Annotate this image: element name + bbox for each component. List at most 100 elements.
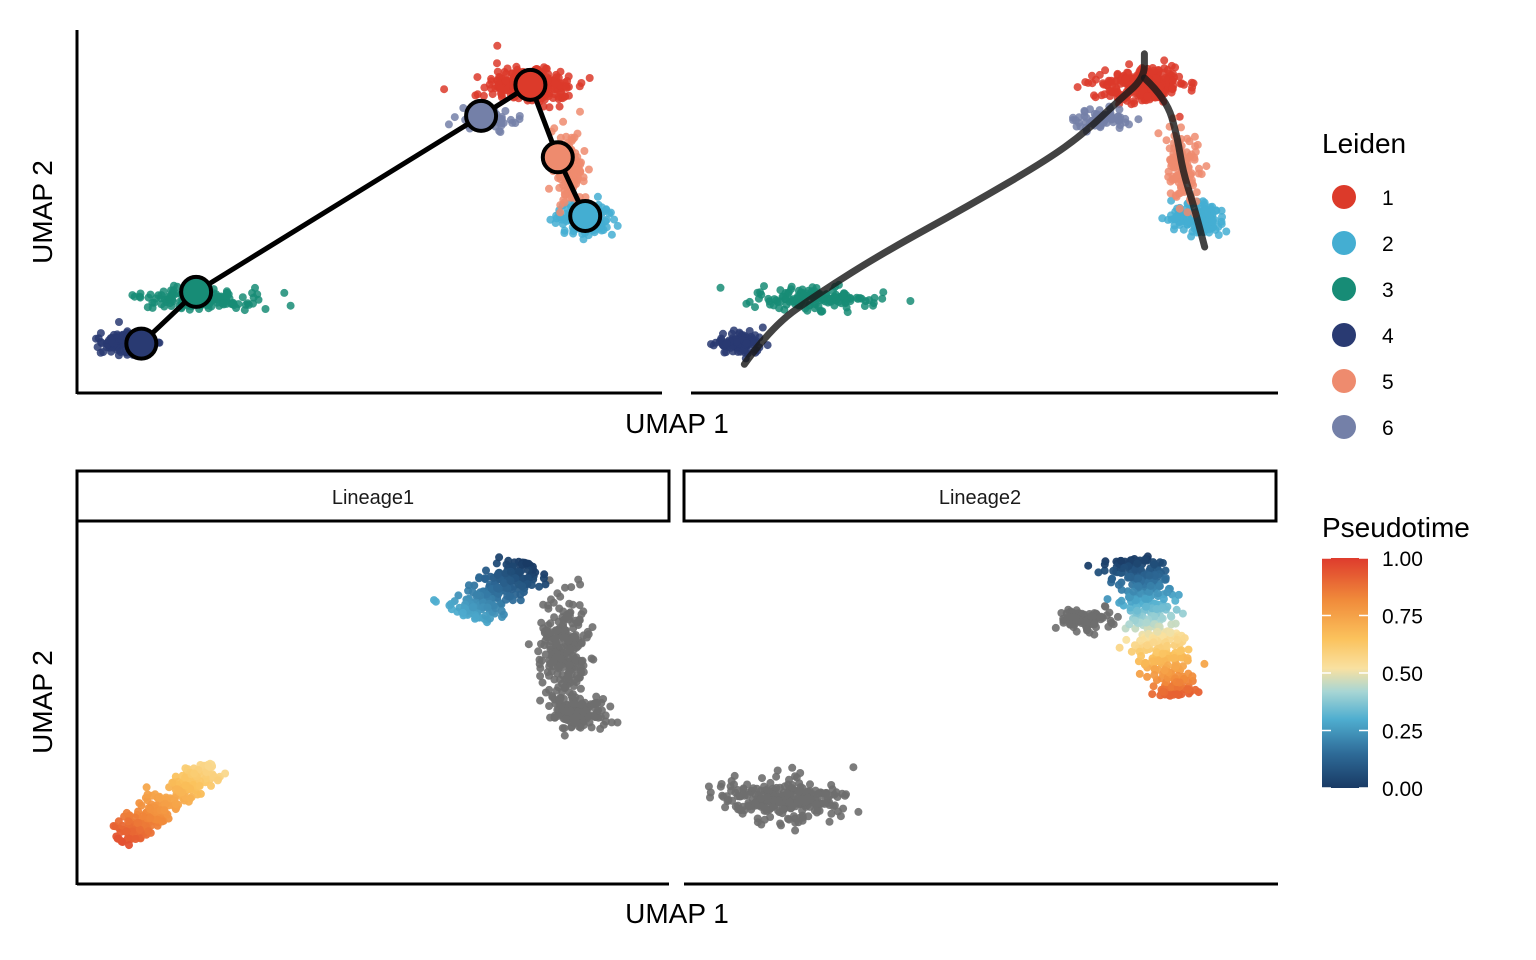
cell-point-unassigned <box>565 661 574 670</box>
cell-point-unassigned <box>1104 622 1113 631</box>
cell-point-unassigned <box>810 806 819 815</box>
cell-point-cluster-3 <box>136 289 145 298</box>
cell-point-cluster-2 <box>546 215 555 224</box>
cell-point-pseudotime <box>481 574 490 583</box>
cell-point-pseudotime <box>195 782 204 790</box>
graph-node-cluster-4 <box>124 326 159 361</box>
cell-point-cluster-1 <box>1152 74 1161 83</box>
cell-point-pseudotime <box>505 591 514 600</box>
cell-point-pseudotime <box>143 790 152 799</box>
cell-point-pseudotime <box>146 814 155 822</box>
cell-point-unassigned <box>536 696 545 705</box>
cell-point-cluster-4 <box>107 347 116 356</box>
cell-point-unassigned <box>560 731 569 740</box>
cell-point-cluster-5 <box>1187 150 1196 159</box>
cell-point-unassigned <box>545 671 553 680</box>
cell-point-cluster-3 <box>223 289 231 298</box>
cell-point-cluster-3 <box>144 293 153 302</box>
cell-point-unassigned <box>578 656 587 665</box>
cell-point-cluster-4 <box>117 335 126 344</box>
cell-point-pseudotime <box>171 800 180 808</box>
cell-point-cluster-5 <box>1192 188 1201 197</box>
cell-point-pseudotime <box>483 603 492 612</box>
cell-point-cluster-2 <box>1214 231 1223 239</box>
cell-point-unassigned <box>825 791 834 800</box>
cell-point-unassigned <box>563 647 571 655</box>
cell-point-cluster-1 <box>1175 112 1184 121</box>
cell-point-cluster-5 <box>556 133 565 142</box>
cell-point-pseudotime <box>1143 641 1152 650</box>
cell-point-cluster-1 <box>1090 91 1098 100</box>
cell-point-unassigned <box>788 763 797 772</box>
cell-point-pseudotime <box>133 818 142 827</box>
trajectory-curves <box>740 50 1209 368</box>
cell-point-pseudotime <box>464 581 473 590</box>
cell-point-unassigned <box>570 699 579 708</box>
cell-point-unassigned <box>806 795 815 804</box>
cell-point-unassigned <box>779 805 788 814</box>
cell-point-unassigned <box>534 647 543 656</box>
cell-point-unassigned <box>591 699 600 707</box>
cell-point-cluster-1 <box>1175 72 1184 81</box>
cell-point-cluster-1 <box>562 82 571 91</box>
cell-point-pseudotime <box>1153 627 1162 636</box>
cell-point-cluster-3 <box>879 288 888 297</box>
cell-point-unassigned <box>564 672 573 681</box>
cell-point-unassigned <box>555 696 564 705</box>
panel-top-right <box>691 50 1278 395</box>
cell-point-pseudotime <box>1145 587 1154 596</box>
cell-point-pseudotime <box>168 778 177 787</box>
cell-point-cluster-2 <box>1187 232 1196 241</box>
legend-leiden: Leiden 1 2 3 4 5 6 <box>1322 128 1406 440</box>
cell-point-cluster-6 <box>496 128 505 136</box>
cell-point-pseudotime <box>523 573 532 582</box>
cell-point-cluster-3 <box>128 291 137 300</box>
cell-point-pseudotime <box>527 581 536 589</box>
cell-point-cluster-4 <box>719 329 727 338</box>
cell-point-cluster-5 <box>573 129 582 138</box>
cell-point-cluster-1 <box>549 94 558 102</box>
cell-point-cluster-3 <box>760 282 768 291</box>
cell-point-cluster-4 <box>732 338 741 347</box>
graph-node-cluster-2 <box>568 198 603 233</box>
cell-point-unassigned <box>836 812 845 821</box>
cell-point-unassigned <box>1101 602 1110 611</box>
cell-point-pseudotime <box>1084 561 1093 570</box>
cell-point-cluster-5 <box>1190 132 1199 141</box>
cell-point-cluster-1 <box>1143 92 1152 101</box>
cell-point-pseudotime <box>1173 635 1182 644</box>
cell-point-unassigned <box>730 780 738 789</box>
cell-point-pseudotime <box>155 792 164 801</box>
cell-point-unassigned <box>1105 608 1114 617</box>
cell-point-unassigned <box>772 772 781 781</box>
cell-point-unassigned <box>761 804 770 813</box>
cell-point-unassigned <box>757 794 766 803</box>
cell-point-unassigned <box>839 804 848 813</box>
cell-point-pseudotime <box>1170 654 1179 662</box>
legend-leiden-key-1 <box>1332 185 1356 209</box>
pseudotime-tick-label: 0.00 <box>1382 778 1423 801</box>
cell-point-cluster-5 <box>1195 164 1203 173</box>
cell-point-cluster-5 <box>1193 140 1202 149</box>
cell-point-pseudotime <box>125 841 133 850</box>
cell-point-unassigned <box>794 787 803 796</box>
legend-leiden-key-2 <box>1332 231 1356 255</box>
legend-leiden-key-4 <box>1332 323 1356 347</box>
cell-point-cluster-6 <box>444 120 453 129</box>
cell-point-pseudotime <box>504 556 513 565</box>
cell-point-cluster-3 <box>869 301 877 310</box>
cell-point-unassigned <box>565 688 574 697</box>
cell-point-unassigned <box>1088 612 1097 621</box>
cell-point-cluster-1 <box>564 91 573 100</box>
cell-point-cluster-5 <box>1173 170 1182 179</box>
cell-point-cluster-3 <box>817 307 826 316</box>
cell-point-pseudotime <box>128 827 137 836</box>
cell-point-pseudotime <box>516 596 525 605</box>
cell-point-unassigned <box>545 702 554 710</box>
cell-point-pseudotime <box>124 817 133 826</box>
cell-point-unassigned <box>584 630 593 639</box>
cell-point-unassigned <box>576 667 585 676</box>
cell-point-unassigned <box>783 789 792 798</box>
cell-point-pseudotime <box>1150 560 1158 569</box>
cell-point-cluster-3 <box>839 289 848 298</box>
